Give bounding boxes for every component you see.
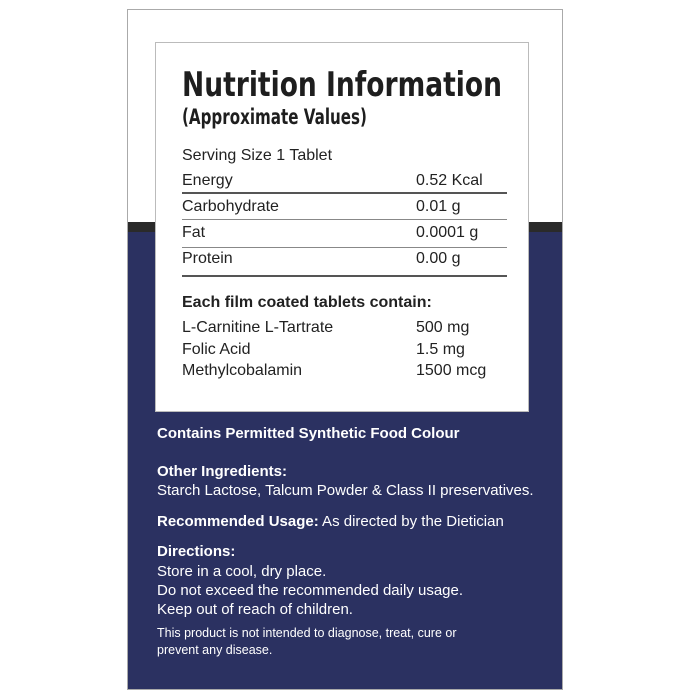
divider — [182, 219, 507, 220]
divider — [182, 247, 507, 248]
nutrient-row: Carbohydrate 0.01 g — [182, 198, 507, 216]
ingredient-name: Folic Acid — [182, 341, 251, 358]
nutrition-title: Nutrition Information — [182, 65, 503, 105]
composition-row: Folic Acid 1.5 mg — [182, 341, 507, 359]
nutrient-row: Protein 0.00 g — [182, 250, 507, 268]
other-ingredients-text: Starch Lactose, Talcum Powder & Class II… — [157, 482, 534, 499]
composition-row: L-Carnitine L-Tartrate 500 mg — [182, 319, 507, 337]
nutrient-row: Energy 0.52 Kcal — [182, 172, 507, 190]
disclaimer-line: prevent any disease. — [157, 643, 273, 657]
nutrition-subtitle: (Approximate Values) — [182, 105, 367, 129]
nutrient-value: 0.52 Kcal — [416, 172, 483, 189]
usage-label: Recommended Usage: — [157, 513, 319, 530]
ingredient-value: 500 mg — [416, 319, 470, 336]
usage: Recommended Usage: As directed by the Di… — [157, 513, 504, 530]
other-ingredients-label: Other Ingredients: — [157, 463, 288, 480]
ingredient-value: 1500 mcg — [416, 362, 487, 379]
ingredient-value: 1.5 mg — [416, 341, 465, 358]
direction-line: Do not exceed the recommended daily usag… — [157, 582, 464, 599]
ingredient-name: Methylcobalamin — [182, 362, 303, 379]
composition-heading: Each film coated tablets contain: — [182, 294, 432, 311]
nutrient-name: Carbohydrate — [182, 198, 279, 215]
nutrient-name: Fat — [182, 224, 206, 241]
directions-label: Directions: — [157, 543, 236, 560]
nutrient-row: Fat 0.0001 g — [182, 224, 507, 242]
nutrient-value: 0.01 g — [416, 198, 461, 215]
usage-text: As directed by the Dietician — [318, 513, 504, 530]
nutrient-name: Protein — [182, 250, 233, 267]
composition-row: Methylcobalamin 1500 mcg — [182, 362, 507, 380]
nutrient-value: 0.0001 g — [416, 224, 479, 241]
colour-note: Contains Permitted Synthetic Food Colour — [157, 425, 460, 442]
nutrition-card: Nutrition Information (Approximate Value… — [155, 42, 529, 412]
serving-size: Serving Size 1 Tablet — [182, 147, 333, 164]
direction-line: Keep out of reach of children. — [157, 601, 353, 618]
direction-line: Store in a cool, dry place. — [157, 563, 327, 580]
divider — [182, 275, 507, 277]
nutrient-name: Energy — [182, 172, 233, 189]
divider — [182, 192, 507, 194]
disclaimer-line: This product is not intended to diagnose… — [157, 626, 457, 640]
nutrient-value: 0.00 g — [416, 250, 461, 267]
ingredient-name: L-Carnitine L-Tartrate — [182, 319, 334, 336]
